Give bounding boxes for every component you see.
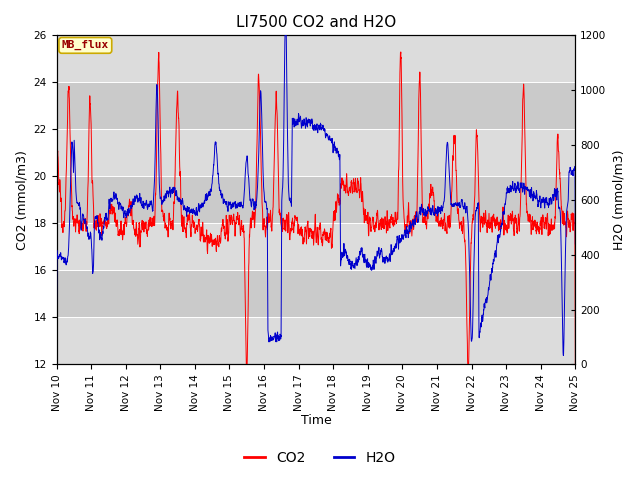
Bar [56, 83, 575, 129]
Bar [56, 223, 575, 270]
Text: MB_flux: MB_flux [61, 40, 109, 50]
Bar [56, 317, 575, 364]
Bar [56, 36, 575, 83]
Bar [56, 176, 575, 223]
Title: LI7500 CO2 and H2O: LI7500 CO2 and H2O [236, 15, 396, 30]
Bar [56, 129, 575, 176]
Y-axis label: CO2 (mmol/m3): CO2 (mmol/m3) [15, 150, 28, 250]
Bar [56, 270, 575, 317]
Y-axis label: H2O (mmol/m3): H2O (mmol/m3) [612, 150, 625, 250]
X-axis label: Time: Time [301, 414, 332, 427]
Legend: CO2, H2O: CO2, H2O [239, 445, 401, 471]
